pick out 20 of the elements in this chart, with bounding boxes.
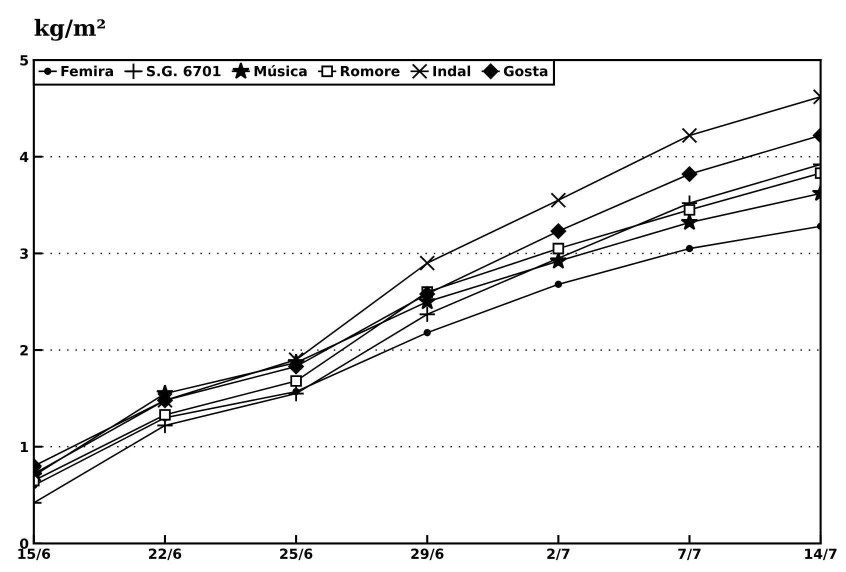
- legend-label: Indal: [433, 66, 470, 76]
- x-tick-label: 15/6: [18, 548, 50, 560]
- y-tick-label: 0: [20, 538, 28, 549]
- x-tick-label: 2/7: [547, 548, 570, 560]
- y-tick-label: 5: [20, 55, 28, 66]
- y-tick-label: 2: [20, 345, 28, 356]
- x-tick-label: 29/6: [411, 548, 444, 560]
- x-tick-label: 7/7: [678, 548, 701, 560]
- legend-label: Gosta: [504, 66, 548, 76]
- x-tick-label: 14/7: [805, 548, 837, 560]
- x-tick-label: 25/6: [280, 548, 312, 560]
- y-tick-label: 4: [20, 152, 28, 162]
- x-tick-label: 22/6: [149, 548, 182, 560]
- y-axis-title: kg/m²: [34, 18, 105, 41]
- y-tick-label: 1: [20, 442, 28, 452]
- legend-label: Música: [254, 65, 307, 76]
- y-tick-label: 3: [20, 248, 28, 259]
- legend-label: S.G. 6701: [146, 66, 220, 76]
- legend-label: Femira: [62, 66, 113, 76]
- legend-label: Romore: [340, 66, 400, 76]
